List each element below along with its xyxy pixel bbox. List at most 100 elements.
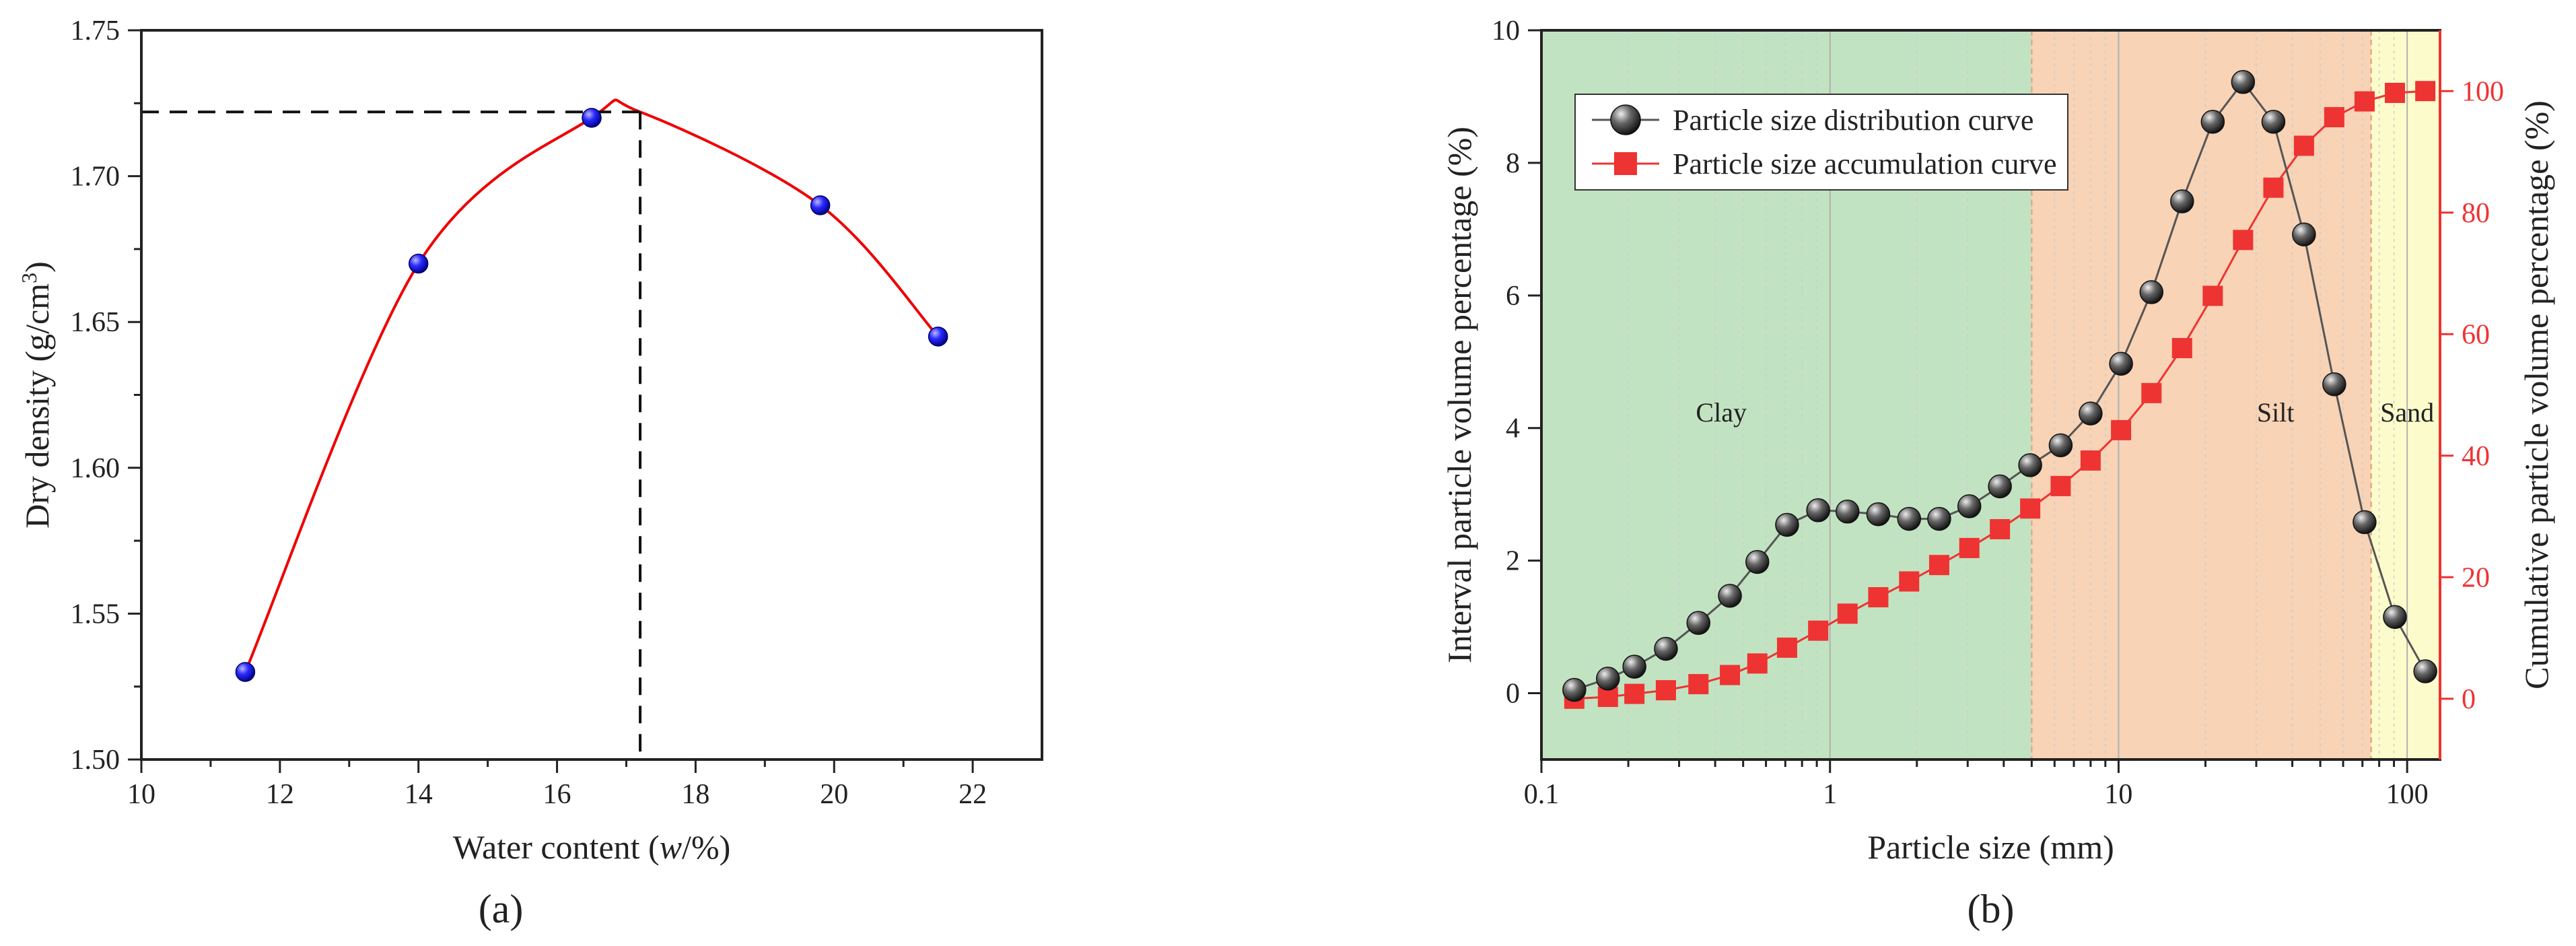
distribution-point	[2170, 189, 2194, 213]
accumulation-point	[2050, 475, 2071, 496]
accumulation-point	[1776, 637, 1797, 658]
distribution-point	[2109, 351, 2133, 376]
legend-label-distribution: Particle size distribution curve	[1673, 104, 2033, 137]
accumulation-point	[1990, 518, 2011, 539]
data-point	[928, 327, 948, 347]
y-right-tick-label: 80	[2462, 198, 2490, 229]
distribution-point	[1806, 498, 1830, 522]
data-point	[408, 253, 429, 274]
x-tick-label: 16	[543, 779, 571, 810]
panel-b-label: (b)	[1968, 887, 2015, 931]
accumulation-point	[2080, 450, 2101, 471]
x-tick-label: 10	[2104, 779, 2132, 810]
x-tick-label: 10	[127, 779, 155, 810]
region-label-sand: Sand	[2380, 397, 2434, 428]
accumulation-point	[2263, 177, 2284, 198]
distribution-point	[2231, 70, 2256, 94]
y-left-tick-label: 4	[1506, 413, 1520, 444]
distribution-point	[2383, 605, 2407, 630]
y-tick-label: 1.60	[71, 453, 120, 484]
fit-curve	[244, 98, 940, 673]
distribution-point	[1866, 502, 1891, 527]
accumulation-point	[2141, 382, 2162, 403]
legend-label-accumulation: Particle size accumulation curve	[1673, 147, 2057, 180]
accumulation-point	[1688, 674, 1709, 695]
y-tick-label: 1.70	[71, 162, 120, 193]
data-point	[235, 662, 256, 682]
distribution-point	[2200, 110, 2225, 134]
accumulation-point	[1928, 555, 1949, 576]
accumulation-point	[1720, 665, 1741, 685]
distribution-point	[1562, 677, 1587, 702]
y-tick-label: 1.50	[71, 745, 120, 776]
region-band-sand	[2371, 30, 2440, 759]
accumulation-point	[1747, 653, 1768, 674]
distribution-point	[2079, 401, 2103, 426]
accumulation-point	[1808, 620, 1829, 641]
accumulation-point	[1868, 587, 1889, 608]
region-label-silt: Silt	[2257, 397, 2295, 428]
chart-a-plot-frame	[140, 29, 1043, 761]
distribution-point	[2018, 453, 2042, 477]
y-left-tick-label: 10	[1492, 15, 1520, 46]
x-tick-label: 20	[820, 779, 848, 810]
accumulation-point	[2354, 91, 2375, 112]
distribution-point	[2292, 222, 2316, 246]
x-tick-label: 22	[959, 779, 987, 810]
distribution-point	[2353, 510, 2377, 535]
distribution-point	[1654, 636, 1678, 661]
legend-marker-distribution	[1610, 104, 1641, 135]
y-tick-label: 1.65	[71, 307, 120, 338]
distribution-point	[2048, 433, 2073, 458]
distribution-point	[1745, 549, 1770, 574]
distribution-point	[1988, 474, 2012, 499]
data-point	[810, 195, 831, 215]
y-right-tick-label: 0	[2462, 684, 2476, 715]
y-right-tick-label: 100	[2462, 76, 2504, 107]
distribution-point	[1835, 500, 1860, 524]
distribution-point	[2261, 110, 2286, 134]
y-left-tick-label: 8	[1506, 148, 1520, 179]
accumulation-point	[2020, 498, 2041, 519]
distribution-point	[2139, 280, 2164, 304]
y-right-tick-label: 20	[2462, 562, 2490, 593]
distribution-point	[1718, 584, 1742, 608]
chart-b-legend: Particle size distribution curve Particl…	[1574, 94, 2068, 191]
accumulation-point	[2384, 82, 2405, 103]
accumulation-point	[1655, 680, 1676, 701]
x-tick-label: 14	[405, 779, 433, 810]
distribution-point	[1927, 506, 1951, 531]
x-tick-label: 12	[266, 779, 294, 810]
accumulation-point	[2293, 135, 2314, 156]
distribution-point	[1957, 494, 1982, 518]
chart-b-x-axis-label: Particle size (mm)	[1867, 828, 2114, 866]
distribution-point	[1897, 506, 1922, 531]
chart-a-x-axis-label: Water content (w/%)	[453, 828, 731, 866]
y-right-tick-label: 40	[2462, 441, 2490, 472]
distribution-point	[2413, 659, 2437, 683]
accumulation-point	[1624, 683, 1645, 704]
distribution-point	[1686, 611, 1711, 635]
distribution-point	[1775, 512, 1799, 537]
chart-a: 10 12 14 16 18 20 22 1.50 1.55 1.60 1.65 1.70 1.75 W…	[17, 15, 1043, 931]
x-tick-label: 0.1	[1524, 779, 1560, 810]
region-label-clay: Clay	[1696, 397, 1747, 428]
accumulation-point	[2324, 107, 2344, 128]
chart-a-y-axis-label: Dry density (g/cm3)	[17, 261, 56, 528]
legend-marker-accumulation	[1614, 152, 1637, 175]
accumulation-point	[1837, 603, 1858, 624]
accumulation-point	[1959, 537, 1980, 558]
chart-b-left-y-axis-label: Interval particle volume percentage (%)	[1440, 127, 1478, 663]
chart-b-right-y-axis-label: Cumulative particle volume percentage (%…	[2517, 100, 2555, 689]
distribution-point	[1596, 667, 1620, 691]
legend-box	[1574, 94, 2068, 191]
accumulation-point	[2171, 338, 2192, 359]
y-left-tick-label: 6	[1506, 281, 1520, 312]
y-tick-label: 1.55	[71, 599, 120, 630]
accumulation-point	[2233, 230, 2254, 250]
x-tick-label: 100	[2386, 779, 2429, 810]
accumulation-point	[1899, 571, 1920, 592]
distribution-point	[1622, 654, 1646, 679]
